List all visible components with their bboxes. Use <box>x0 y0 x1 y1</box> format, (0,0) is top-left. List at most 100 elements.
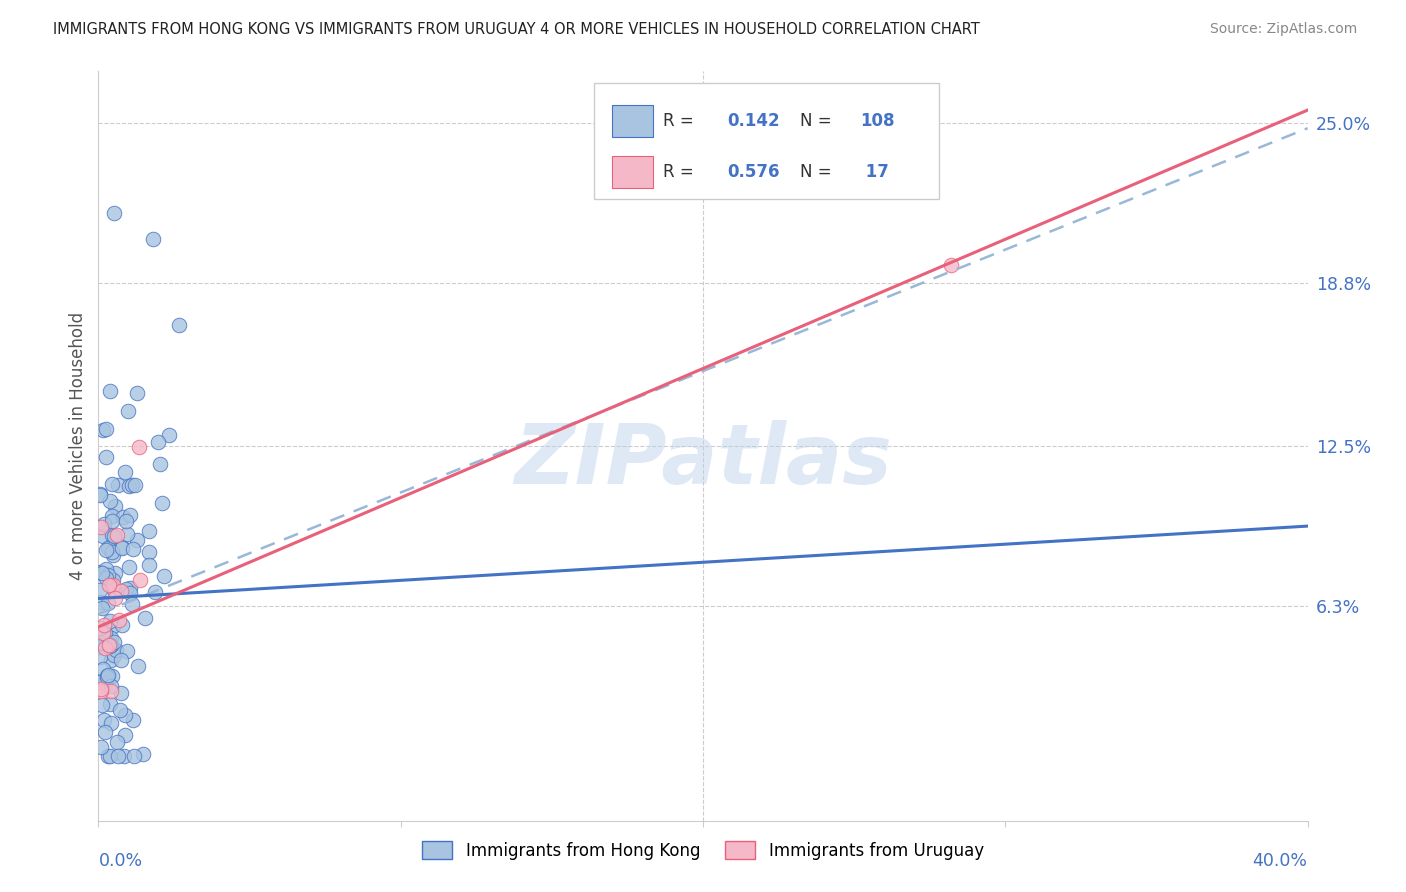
Point <box>89 650 111 665</box>
Point <box>100 684 122 698</box>
FancyBboxPatch shape <box>613 105 654 136</box>
Text: IMMIGRANTS FROM HONG KONG VS IMMIGRANTS FROM URUGUAY 4 OR MORE VEHICLES IN HOUSE: IMMIGRANTS FROM HONG KONG VS IMMIGRANTS … <box>53 22 980 37</box>
Point <box>107 735 129 749</box>
Point <box>100 679 122 693</box>
Point <box>91 625 114 640</box>
Point <box>96 562 118 576</box>
Point <box>121 477 143 491</box>
Point <box>128 573 150 587</box>
Point <box>94 725 117 739</box>
Point <box>100 577 122 591</box>
Point <box>127 385 149 400</box>
Point <box>125 533 148 548</box>
Point <box>100 477 122 491</box>
Point <box>89 582 111 597</box>
Point <box>100 669 122 683</box>
Point <box>97 541 120 555</box>
Point <box>107 749 129 764</box>
Text: 0.142: 0.142 <box>727 112 780 130</box>
Point <box>98 614 121 628</box>
Point <box>96 421 118 435</box>
Point <box>115 514 138 528</box>
Point <box>100 653 122 667</box>
Point <box>108 703 131 717</box>
Point <box>107 527 129 541</box>
Point <box>149 457 172 471</box>
Point <box>127 659 149 673</box>
Point <box>93 423 115 437</box>
Point <box>114 465 136 479</box>
Point <box>101 618 124 632</box>
Point <box>100 638 122 652</box>
Point <box>118 560 141 574</box>
Point <box>94 571 117 585</box>
Point <box>114 728 136 742</box>
Point <box>153 569 176 583</box>
Point <box>128 440 150 454</box>
Point <box>111 541 134 555</box>
Point <box>101 578 124 592</box>
Point <box>91 529 114 543</box>
Point <box>93 617 115 632</box>
Point <box>118 586 141 600</box>
Text: N =: N = <box>800 112 837 130</box>
Text: N =: N = <box>800 163 837 181</box>
Point <box>115 644 138 658</box>
Point <box>96 669 118 683</box>
Point <box>90 566 112 580</box>
Point <box>142 232 165 246</box>
Point <box>103 635 125 649</box>
Point <box>138 524 160 539</box>
Point <box>93 713 115 727</box>
Point <box>114 708 136 723</box>
Point <box>90 698 112 713</box>
Point <box>108 613 131 627</box>
Point <box>94 626 117 640</box>
Point <box>107 478 129 492</box>
Point <box>91 662 114 676</box>
Point <box>91 601 114 615</box>
Point <box>89 621 111 635</box>
Point <box>120 581 142 595</box>
Point <box>122 749 145 764</box>
Point <box>98 749 121 764</box>
Point <box>94 450 117 465</box>
Point <box>138 545 160 559</box>
Point <box>89 565 111 579</box>
Point <box>124 478 146 492</box>
Text: ZIPatlas: ZIPatlas <box>515 420 891 501</box>
Point <box>103 648 125 662</box>
Point <box>150 496 173 510</box>
Point <box>167 318 190 332</box>
Point <box>110 584 132 599</box>
Point <box>94 675 117 690</box>
Text: Source: ZipAtlas.com: Source: ZipAtlas.com <box>1209 22 1357 37</box>
Point <box>89 675 111 690</box>
Point <box>157 428 180 442</box>
Point <box>97 541 120 555</box>
Point <box>110 685 132 699</box>
Point <box>90 520 112 534</box>
Point <box>98 640 121 654</box>
Point <box>112 749 135 764</box>
Point <box>110 653 132 667</box>
Point <box>114 582 136 596</box>
Point <box>93 516 115 531</box>
Point <box>138 558 160 573</box>
Text: R =: R = <box>664 163 699 181</box>
Text: 0.0%: 0.0% <box>98 852 142 870</box>
Point <box>101 549 124 563</box>
Point <box>93 641 115 656</box>
Point <box>104 566 127 580</box>
Point <box>89 640 111 655</box>
Point <box>105 643 128 657</box>
Point <box>97 578 120 592</box>
Point <box>89 487 111 501</box>
Point <box>97 749 120 764</box>
Point <box>97 668 120 682</box>
Point <box>90 740 112 755</box>
Point <box>131 747 153 761</box>
Point <box>111 510 134 524</box>
Point <box>89 595 111 609</box>
Point <box>103 206 125 220</box>
